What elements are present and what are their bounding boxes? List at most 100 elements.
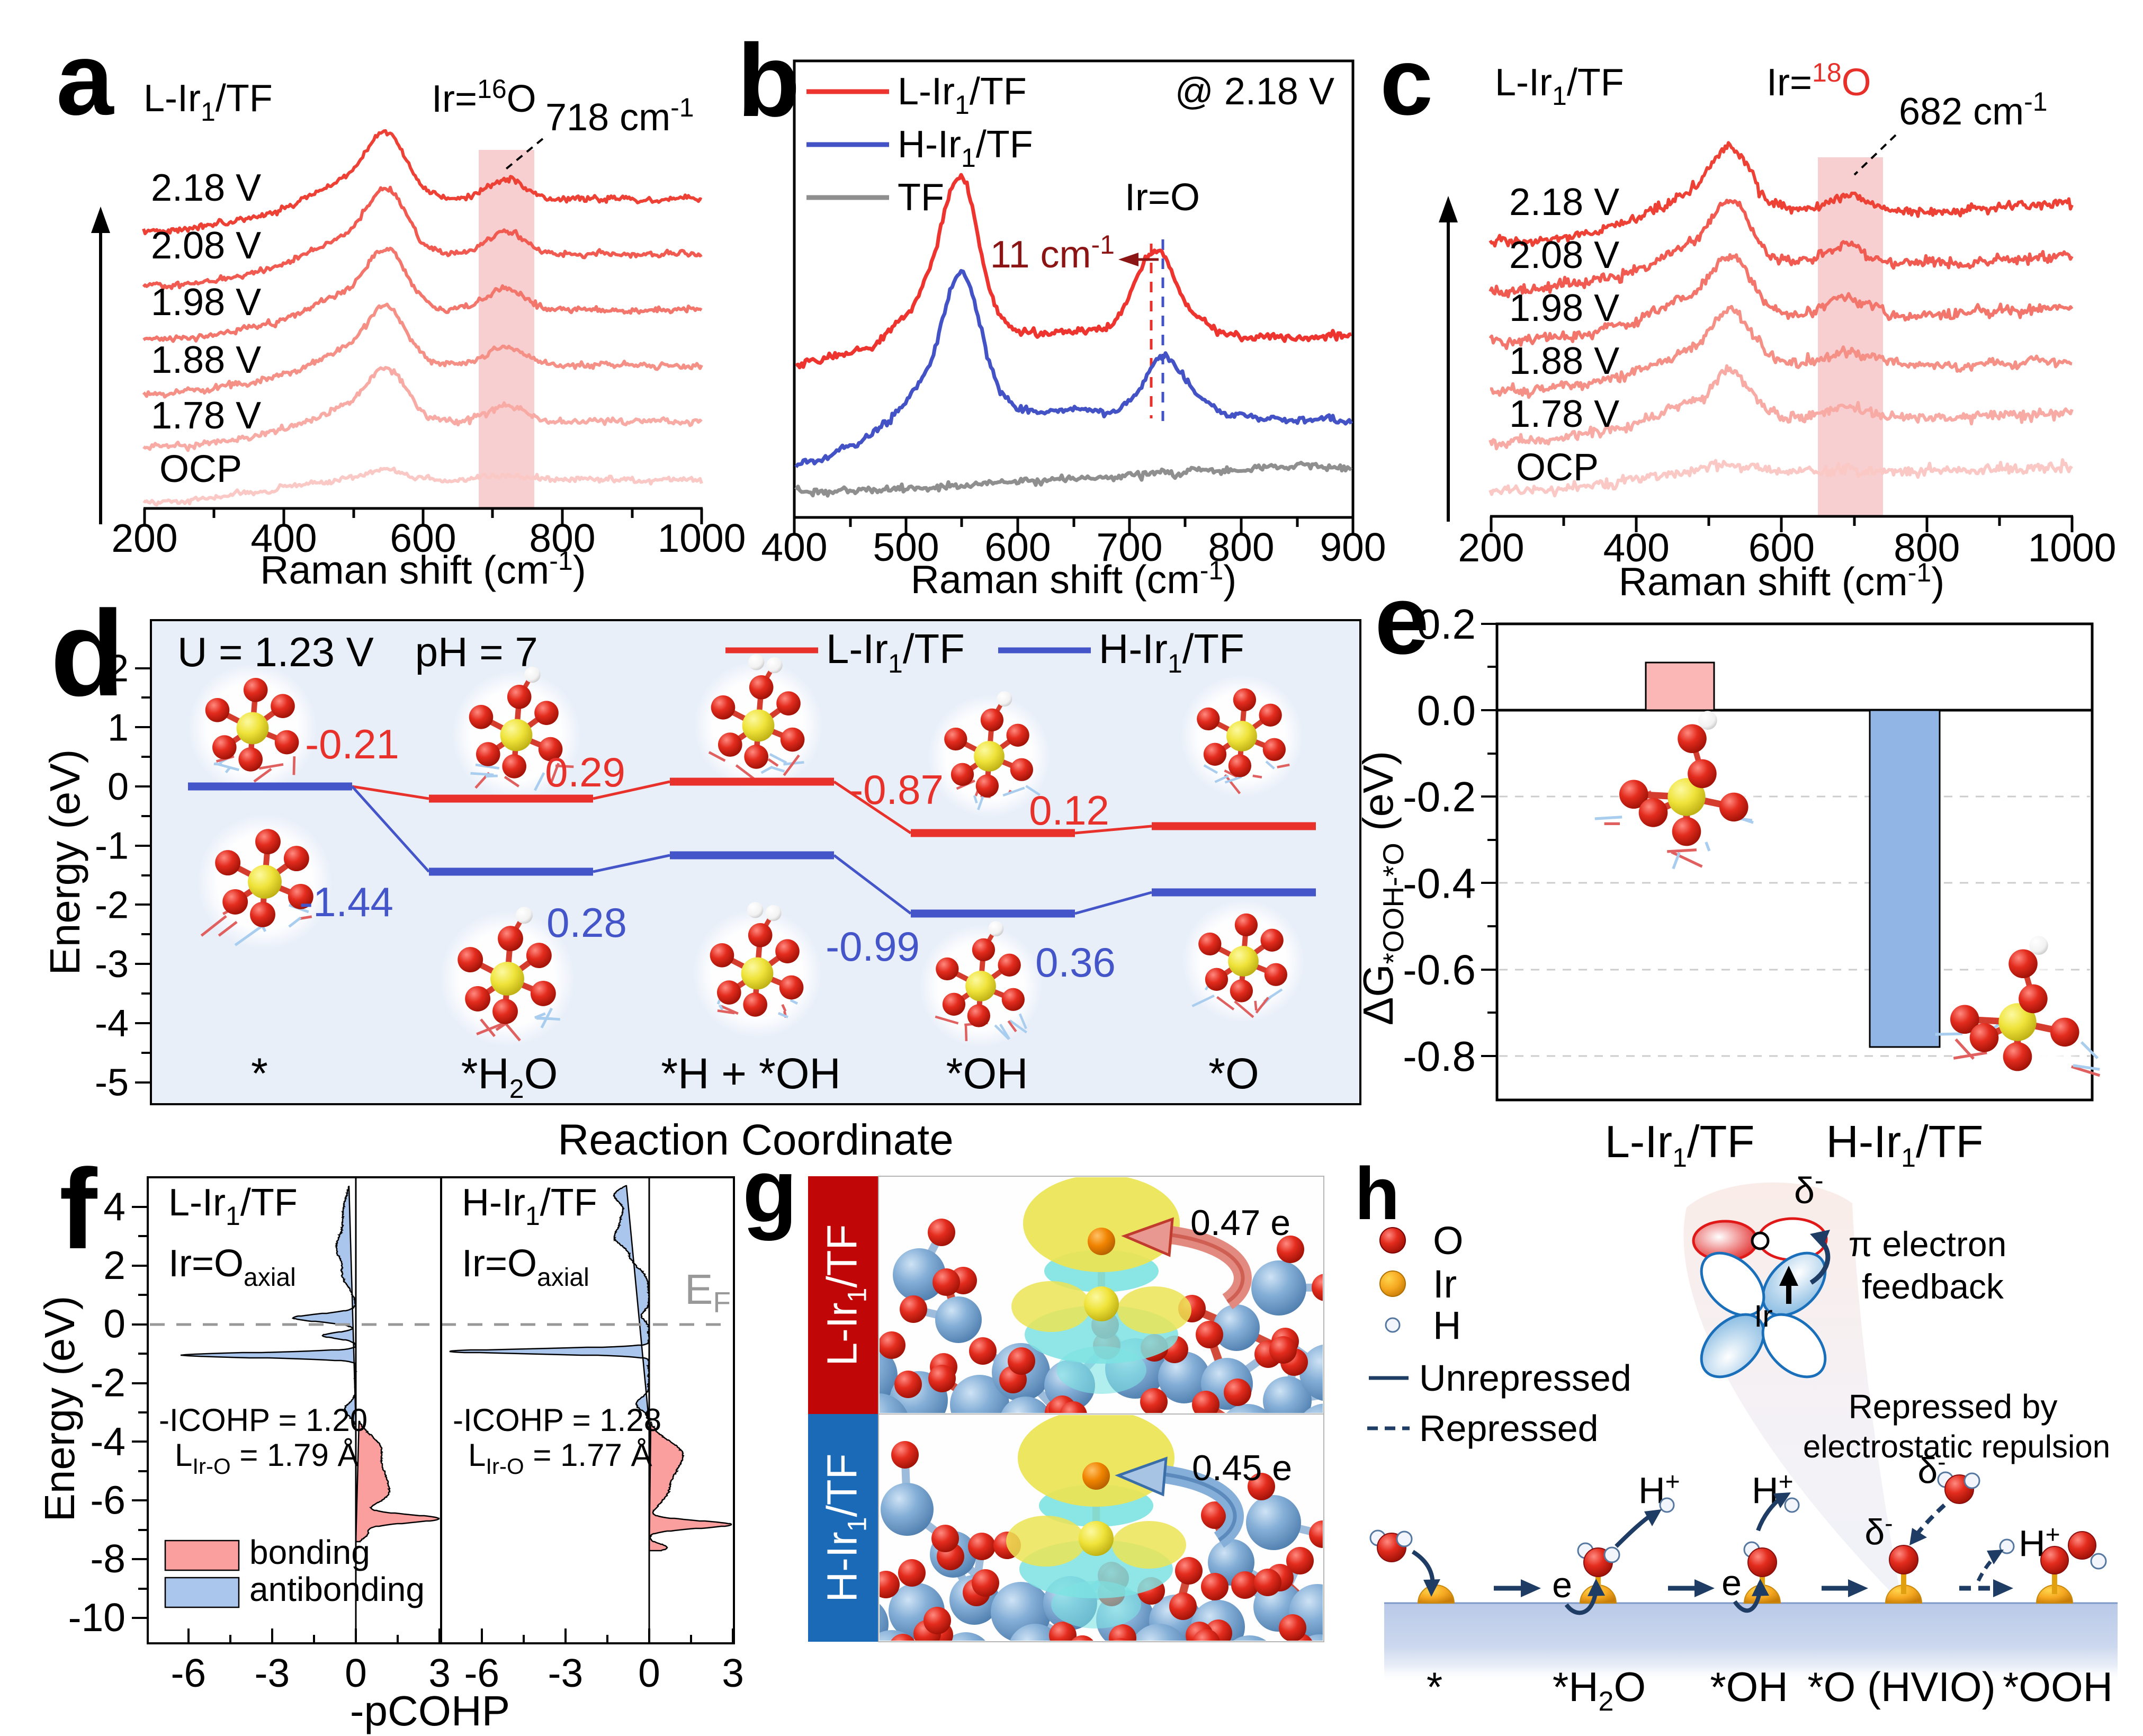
svg-text:@ 2.18 V: @ 2.18 V xyxy=(1175,70,1334,113)
svg-text:200: 200 xyxy=(111,516,177,560)
svg-text:700: 700 xyxy=(1096,525,1162,569)
svg-text:electrostatic repulsion: electrostatic repulsion xyxy=(1803,1429,2110,1464)
svg-text:1.88 V: 1.88 V xyxy=(1509,340,1619,382)
svg-text:Raman shift (cm-1​): Raman shift (cm-1​) xyxy=(911,556,1236,602)
svg-text:g: g xyxy=(742,1141,797,1241)
svg-text:600: 600 xyxy=(984,525,1051,569)
svg-text:2.18 V: 2.18 V xyxy=(151,167,261,209)
svg-text:2: 2 xyxy=(103,1243,125,1287)
svg-text:-6: -6 xyxy=(90,1478,125,1522)
svg-text:500: 500 xyxy=(873,525,939,569)
svg-text:1.88 V: 1.88 V xyxy=(151,339,261,381)
svg-text:b: b xyxy=(737,23,800,138)
svg-text:-0.21: -0.21 xyxy=(305,721,399,767)
svg-text:400: 400 xyxy=(761,525,827,569)
svg-text:800: 800 xyxy=(529,516,595,560)
svg-text:1.78 V: 1.78 V xyxy=(151,395,261,437)
svg-text:*OOH: *OOH xyxy=(2003,1663,2113,1710)
svg-text:-8: -8 xyxy=(90,1536,125,1581)
svg-text:3: 3 xyxy=(428,1651,451,1695)
svg-text:*: * xyxy=(251,1050,268,1098)
svg-text:Repressed: Repressed xyxy=(1419,1408,1599,1449)
svg-text:1.78 V: 1.78 V xyxy=(1509,393,1619,435)
svg-text:0: 0 xyxy=(345,1651,367,1695)
svg-text:bonding: bonding xyxy=(249,1533,370,1571)
svg-text:0: 0 xyxy=(107,766,129,808)
svg-text:δ-​: δ-​ xyxy=(1864,1509,1893,1552)
svg-text:*OH: *OH xyxy=(1710,1663,1788,1710)
svg-text:-0.87: -0.87 xyxy=(849,766,944,813)
svg-text:400: 400 xyxy=(250,516,317,560)
svg-text:OCP: OCP xyxy=(159,448,242,490)
svg-text:0: 0 xyxy=(103,1302,125,1346)
svg-text:-0.2: -0.2 xyxy=(1403,773,1476,820)
svg-text:Energy (eV): Energy (eV) xyxy=(36,1296,83,1522)
svg-text:0.12: 0.12 xyxy=(1029,787,1109,834)
svg-text:H: H xyxy=(1433,1303,1461,1347)
svg-text:1.98 V: 1.98 V xyxy=(1509,287,1619,329)
svg-text:800: 800 xyxy=(1894,525,1960,570)
svg-text:682 cm-1​: 682 cm-1​ xyxy=(1899,87,2048,133)
svg-text:Reaction Coordinate: Reaction Coordinate xyxy=(558,1116,954,1164)
svg-text:*H + *OH: *H + *OH xyxy=(661,1050,841,1098)
svg-text:e: e xyxy=(1721,1563,1742,1603)
svg-text:O: O xyxy=(1433,1219,1464,1263)
svg-text:-0.4: -0.4 xyxy=(1403,860,1476,907)
svg-text:0.0: 0.0 xyxy=(1417,687,1476,734)
svg-text:antibonding: antibonding xyxy=(249,1570,425,1608)
svg-text:Ir=O: Ir=O xyxy=(1125,176,1200,219)
svg-text:Ir: Ir xyxy=(1433,1262,1457,1306)
svg-text:OCP: OCP xyxy=(1516,446,1599,489)
svg-text:2.08 V: 2.08 V xyxy=(1509,234,1619,276)
svg-text:*O: *O xyxy=(1208,1050,1259,1098)
svg-text:-3: -3 xyxy=(255,1651,290,1695)
svg-text:-pCOHP: -pCOHP xyxy=(350,1687,510,1734)
svg-text:0.36: 0.36 xyxy=(1035,939,1116,986)
svg-text:2: 2 xyxy=(107,648,129,690)
svg-text:1.98 V: 1.98 V xyxy=(151,281,261,324)
svg-text:-10: -10 xyxy=(68,1595,125,1640)
svg-text:f: f xyxy=(59,1145,98,1273)
svg-text:600: 600 xyxy=(390,516,456,560)
svg-text:0: 0 xyxy=(638,1651,660,1695)
svg-text:a: a xyxy=(56,21,114,137)
svg-text:Ir=16​O: Ir=16​O xyxy=(432,74,536,120)
svg-text:0.2: 0.2 xyxy=(1417,601,1476,648)
svg-text:-5: -5 xyxy=(95,1062,129,1104)
svg-text:d: d xyxy=(50,585,125,721)
svg-text:2.18 V: 2.18 V xyxy=(1509,181,1619,223)
svg-text:*: * xyxy=(1427,1663,1442,1710)
svg-text:U = 1.23 V pH = 7: U = 1.23 V pH = 7 xyxy=(177,629,538,675)
svg-text:Energy (eV): Energy (eV) xyxy=(41,749,88,976)
svg-text:-0.8: -0.8 xyxy=(1403,1033,1476,1080)
svg-text:-2: -2 xyxy=(95,884,129,926)
svg-text:1: 1 xyxy=(107,706,129,749)
svg-text:Ir: Ir xyxy=(1754,1299,1772,1334)
svg-text:1000: 1000 xyxy=(2028,525,2117,570)
svg-text:-1: -1 xyxy=(95,825,129,867)
svg-text:-0.6: -0.6 xyxy=(1403,946,1476,994)
svg-text:0.45 e: 0.45 e xyxy=(1192,1448,1292,1488)
svg-text:-4: -4 xyxy=(95,1003,129,1045)
svg-text:c: c xyxy=(1380,29,1433,135)
svg-text:Repressed by: Repressed by xyxy=(1849,1388,2058,1426)
svg-text:feedback: feedback xyxy=(1862,1267,2004,1306)
svg-text:L-Ir1​/TF: L-Ir1​/TF xyxy=(826,625,965,678)
svg-text:200: 200 xyxy=(1458,525,1524,570)
svg-text:718 cm-1​: 718 cm-1​ xyxy=(545,93,694,139)
svg-text:-6: -6 xyxy=(464,1651,499,1695)
svg-text:Raman shift (cm-1​): Raman shift (cm-1​) xyxy=(1619,558,1944,604)
svg-text:TF: TF xyxy=(898,176,944,219)
svg-text:-6: -6 xyxy=(171,1651,206,1695)
svg-text:e: e xyxy=(1375,566,1429,675)
svg-text:900: 900 xyxy=(1320,525,1386,569)
svg-text:*OH: *OH xyxy=(946,1050,1028,1098)
svg-text:H+​: H+​ xyxy=(2019,1521,2060,1564)
svg-text:Raman shift (cm-1​): Raman shift (cm-1​) xyxy=(260,546,586,592)
svg-text:-1.44: -1.44 xyxy=(299,879,393,925)
svg-text:400: 400 xyxy=(1603,525,1670,570)
svg-text:-2: -2 xyxy=(90,1361,125,1405)
svg-text:4: 4 xyxy=(103,1184,125,1229)
svg-text:π electron: π electron xyxy=(1849,1224,2007,1264)
svg-text:-ICOHP = 1.20: -ICOHP = 1.20 xyxy=(159,1402,367,1438)
